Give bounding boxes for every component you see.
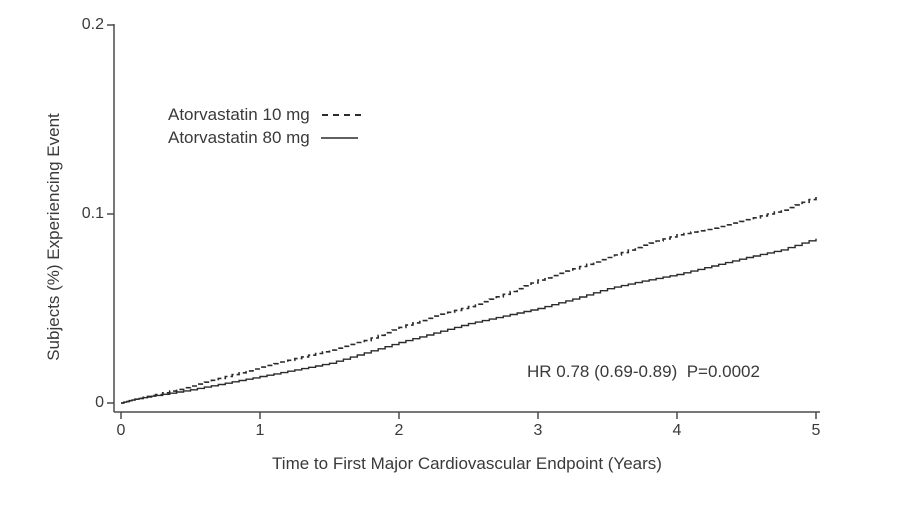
x-tick-label: 0 bbox=[116, 422, 126, 439]
x-tick-label: 1 bbox=[255, 422, 265, 439]
x-tick-label: 4 bbox=[672, 422, 682, 439]
y-tick-label: 0 bbox=[95, 394, 104, 411]
x-tick-label: 2 bbox=[394, 422, 404, 439]
legend-label-10mg: Atorvastatin 10 mg bbox=[168, 104, 310, 124]
legend-label-80mg: Atorvastatin 80 mg bbox=[168, 127, 310, 147]
legend-item-atorvastatin-80mg: Atorvastatin 80 mg bbox=[168, 126, 364, 149]
series-curve-atorvastatin-10-mg bbox=[121, 197, 817, 404]
dashed-line-sample bbox=[321, 113, 362, 116]
hazard-ratio-annotation: HR 0.78 (0.69-0.89) P=0.0002 bbox=[527, 362, 760, 381]
solid-line-sample bbox=[320, 136, 358, 139]
y-tick-label: 0.2 bbox=[81, 16, 104, 33]
x-tick-label: 5 bbox=[811, 422, 821, 439]
y-tick-label: 0.1 bbox=[81, 205, 104, 222]
series-curve-atorvastatin-80-mg bbox=[121, 238, 817, 404]
x-axis-title: Time to First Major Cardiovascular Endpo… bbox=[272, 454, 662, 473]
y-axis-title: Subjects (%) Experiencing Event bbox=[44, 113, 63, 361]
x-tick-label: 3 bbox=[533, 422, 543, 439]
legend-item-atorvastatin-10mg: Atorvastatin 10 mg bbox=[168, 103, 364, 126]
legend: Atorvastatin 10 mg Atorvastatin 80 mg bbox=[168, 103, 364, 149]
